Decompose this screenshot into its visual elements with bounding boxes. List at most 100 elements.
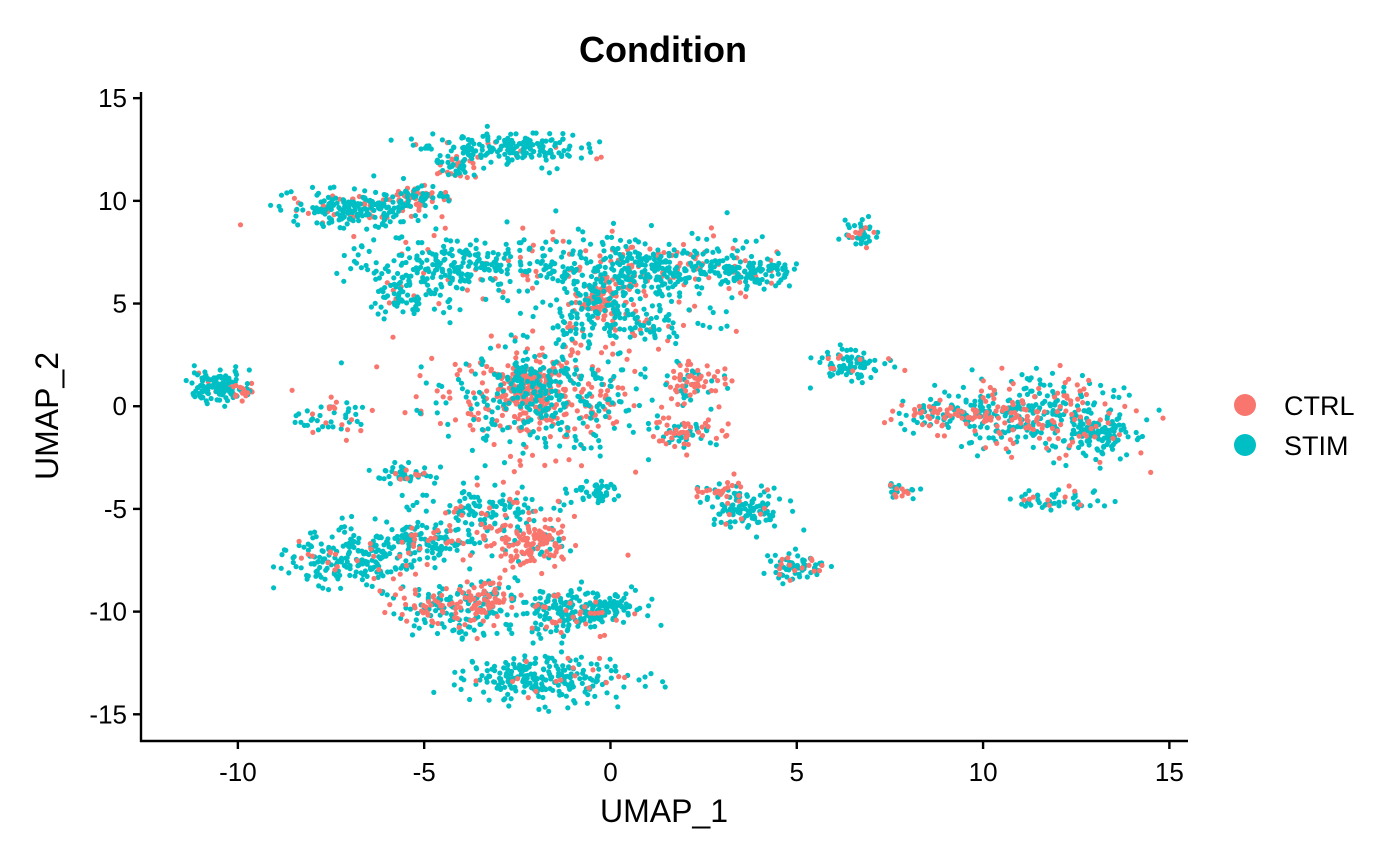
- stim-point: [837, 342, 843, 348]
- stim-point: [338, 555, 345, 561]
- ctrl-point: [683, 388, 689, 394]
- stim-point: [977, 403, 983, 409]
- stim-point: [515, 578, 521, 584]
- stim-point: [362, 568, 368, 574]
- stim-point: [482, 264, 488, 270]
- stim-point: [710, 249, 716, 255]
- stim-point: [462, 520, 469, 526]
- stim-point: [603, 483, 610, 489]
- stim-point: [521, 689, 527, 695]
- stim-point: [473, 665, 479, 671]
- stim-point: [366, 467, 372, 473]
- stim-point: [519, 377, 525, 383]
- ctrl-point: [464, 579, 470, 585]
- stim-point: [352, 573, 358, 579]
- stim-point: [743, 239, 750, 245]
- ctrl-point: [972, 428, 978, 434]
- stim-point: [286, 570, 292, 576]
- stim-point: [408, 297, 414, 303]
- stim-point: [591, 431, 597, 437]
- ctrl-point: [476, 600, 482, 606]
- stim-point: [451, 260, 457, 266]
- ctrl-point: [452, 615, 458, 621]
- stim-point: [561, 319, 568, 326]
- stim-point: [348, 526, 354, 532]
- stim-point: [388, 137, 394, 143]
- stim-point: [444, 193, 450, 199]
- stim-point: [613, 668, 619, 674]
- stim-point: [493, 512, 499, 518]
- stim-point: [1124, 452, 1130, 458]
- stim-point: [538, 635, 544, 641]
- stim-point: [846, 224, 852, 231]
- stim-point: [612, 321, 618, 327]
- stim-point: [300, 207, 306, 213]
- stim-point: [466, 512, 472, 518]
- stim-point: [447, 304, 453, 310]
- ctrl-point: [686, 374, 692, 380]
- stim-point: [739, 502, 746, 508]
- ctrl-point: [557, 618, 563, 624]
- ctrl-point: [991, 396, 997, 402]
- stim-point: [469, 659, 476, 665]
- stim-point: [550, 325, 556, 331]
- stim-point: [422, 465, 428, 471]
- ctrl-point: [406, 550, 412, 556]
- stim-point: [472, 371, 478, 377]
- ctrl-point: [724, 432, 730, 438]
- ctrl-point: [778, 561, 784, 567]
- ctrl-point: [1055, 428, 1061, 434]
- stim-point: [632, 249, 638, 255]
- stim-point: [654, 413, 661, 419]
- stim-point: [572, 371, 578, 377]
- stim-point: [506, 262, 512, 268]
- stim-point: [666, 253, 672, 259]
- ctrl-point: [1076, 433, 1082, 439]
- stim-point: [477, 540, 483, 546]
- stim-point: [341, 278, 347, 284]
- stim-point: [528, 152, 534, 158]
- ctrl-point: [525, 277, 531, 283]
- stim-point: [784, 574, 790, 580]
- stim-point: [946, 393, 952, 399]
- ctrl-point: [686, 358, 692, 364]
- stim-point: [391, 258, 397, 264]
- stim-point: [638, 371, 644, 377]
- ctrl-point: [462, 622, 468, 628]
- stim-point: [942, 389, 948, 395]
- stim-point: [1112, 498, 1118, 505]
- stim-point: [553, 340, 559, 346]
- ctrl-point: [447, 528, 453, 534]
- ctrl-point: [416, 472, 422, 478]
- stim-point: [218, 382, 224, 388]
- ctrl-point: [1025, 418, 1031, 424]
- ctrl-point: [539, 536, 546, 542]
- ctrl-point: [553, 458, 559, 464]
- ctrl-point: [470, 427, 476, 433]
- stim-point: [656, 256, 662, 262]
- ctrl-point: [675, 401, 681, 407]
- stim-point: [819, 355, 825, 361]
- ctrl-point: [696, 383, 702, 389]
- stim-point: [689, 432, 695, 438]
- stim-point: [595, 291, 601, 297]
- stim-point: [465, 527, 471, 534]
- stim-point: [577, 300, 583, 306]
- stim-point: [559, 354, 565, 360]
- ctrl-point: [488, 368, 494, 374]
- stim-point: [537, 388, 544, 395]
- ctrl-point: [529, 625, 535, 631]
- ctrl-point: [1044, 445, 1050, 451]
- stim-point: [570, 132, 576, 138]
- stim-point: [560, 279, 566, 285]
- stim-point: [700, 322, 706, 328]
- stim-point: [1052, 402, 1058, 408]
- stim-point: [611, 267, 617, 273]
- ctrl-point: [487, 505, 493, 511]
- stim-point: [716, 481, 722, 487]
- stim-point: [1118, 427, 1124, 433]
- ctrl-point: [1080, 400, 1086, 406]
- ctrl-point: [656, 419, 663, 425]
- stim-point: [278, 207, 284, 213]
- stim-point: [372, 543, 378, 549]
